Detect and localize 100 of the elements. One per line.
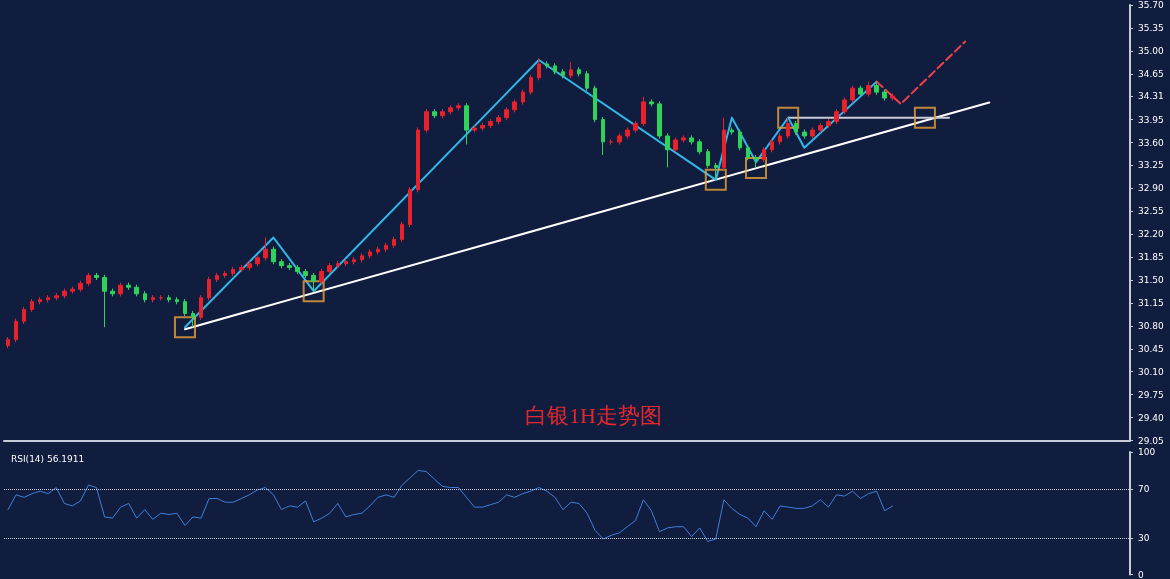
candlestick xyxy=(810,126,815,140)
point xyxy=(745,157,768,180)
candlestick xyxy=(802,128,807,140)
point xyxy=(173,316,196,339)
candlestick xyxy=(110,288,115,297)
candlestick xyxy=(681,134,686,144)
candlestick xyxy=(368,248,372,259)
candlestick xyxy=(818,122,823,134)
candlestick xyxy=(649,98,654,108)
candlestick xyxy=(46,294,50,303)
y-tick-label: 31.85 xyxy=(1138,252,1164,263)
y-tick-label: 35.00 xyxy=(1138,45,1165,56)
candlestick xyxy=(215,272,219,283)
candlestick xyxy=(569,61,573,79)
candlestick xyxy=(842,96,847,115)
candlestick xyxy=(512,98,517,113)
candlestick xyxy=(392,236,396,249)
candlestick xyxy=(247,260,252,271)
candlestick xyxy=(344,258,348,267)
candlestick xyxy=(14,318,18,343)
candlestick xyxy=(416,126,420,193)
candlestick xyxy=(625,126,630,140)
candlestick xyxy=(86,272,91,287)
candlestick xyxy=(593,85,597,123)
candlestick xyxy=(151,294,155,303)
chart-title: RSI(14) 56.1911 xyxy=(11,453,85,464)
candlestick xyxy=(762,146,766,163)
candlestick xyxy=(738,128,742,151)
candlestick xyxy=(472,125,477,134)
candlestick xyxy=(480,122,485,132)
candlestick xyxy=(336,260,340,269)
y-tick-label: 35.70 xyxy=(1138,0,1165,10)
candlestick xyxy=(255,254,260,267)
candlestick xyxy=(778,132,782,145)
candlestick xyxy=(134,284,139,297)
y-tick-label: 70 xyxy=(1138,483,1150,494)
candlestick xyxy=(850,85,855,104)
y-tick-label: 29.40 xyxy=(1138,412,1165,423)
candlestick xyxy=(384,242,388,253)
candlestick xyxy=(408,186,412,228)
candlestick xyxy=(303,268,308,279)
candlestick xyxy=(730,126,734,136)
candlestick xyxy=(54,292,59,301)
candlestick xyxy=(521,88,525,106)
y-tick-label: 30 xyxy=(1138,532,1150,543)
candlestick xyxy=(327,262,332,275)
candlestick xyxy=(126,282,131,291)
candlestick xyxy=(706,148,710,169)
candlestick xyxy=(279,258,284,269)
candlestick xyxy=(577,66,581,77)
candlestick xyxy=(167,294,171,303)
candlestick xyxy=(400,221,404,243)
candlestick xyxy=(311,272,316,292)
candlestick xyxy=(376,246,380,256)
line-series xyxy=(7,469,894,542)
text: 白银1H走势图 xyxy=(525,402,662,428)
y-tick-label: 29.05 xyxy=(1138,435,1164,446)
candlestick xyxy=(882,88,887,102)
candlestick xyxy=(360,252,364,263)
candlestick xyxy=(641,96,646,127)
candlestick xyxy=(199,294,203,321)
candlestick xyxy=(143,290,147,303)
y-tick-label: 30.80 xyxy=(1138,320,1165,331)
candlestick xyxy=(239,264,244,273)
candlestick xyxy=(714,162,718,180)
candlestick xyxy=(545,60,549,70)
candlestick xyxy=(287,262,292,271)
candlestick xyxy=(448,104,453,115)
candlestick xyxy=(553,62,557,75)
candlestick xyxy=(488,118,493,129)
candlestick xyxy=(673,136,678,153)
candlestick xyxy=(561,68,565,79)
candlestick xyxy=(22,306,26,325)
candlestick xyxy=(826,118,831,129)
candlestick xyxy=(834,108,839,125)
candlestick xyxy=(529,74,533,96)
y-tick-label: 29.75 xyxy=(1138,389,1164,400)
candlestick xyxy=(6,336,10,349)
candlestick xyxy=(62,288,67,299)
candlestick xyxy=(223,270,227,279)
candlestick xyxy=(424,108,429,134)
candlestick xyxy=(786,117,790,140)
y-tick-label: 34.65 xyxy=(1138,68,1164,79)
candlestick xyxy=(271,246,276,265)
candlestick xyxy=(754,154,758,169)
candlestick xyxy=(102,274,107,328)
candlestick xyxy=(496,114,501,125)
candlestick xyxy=(537,57,541,81)
y-tick-label: 33.60 xyxy=(1138,137,1165,148)
candlestick xyxy=(874,82,879,96)
candlestick xyxy=(794,120,798,136)
candlestick xyxy=(94,272,99,281)
candlestick xyxy=(633,120,638,134)
candlestick xyxy=(504,106,509,121)
candlestick xyxy=(432,108,437,119)
candlestick xyxy=(601,116,605,156)
candlestick xyxy=(175,296,179,305)
candlestick xyxy=(118,282,123,297)
candlestick xyxy=(697,138,702,155)
y-tick-label: 34.31 xyxy=(1138,91,1164,102)
